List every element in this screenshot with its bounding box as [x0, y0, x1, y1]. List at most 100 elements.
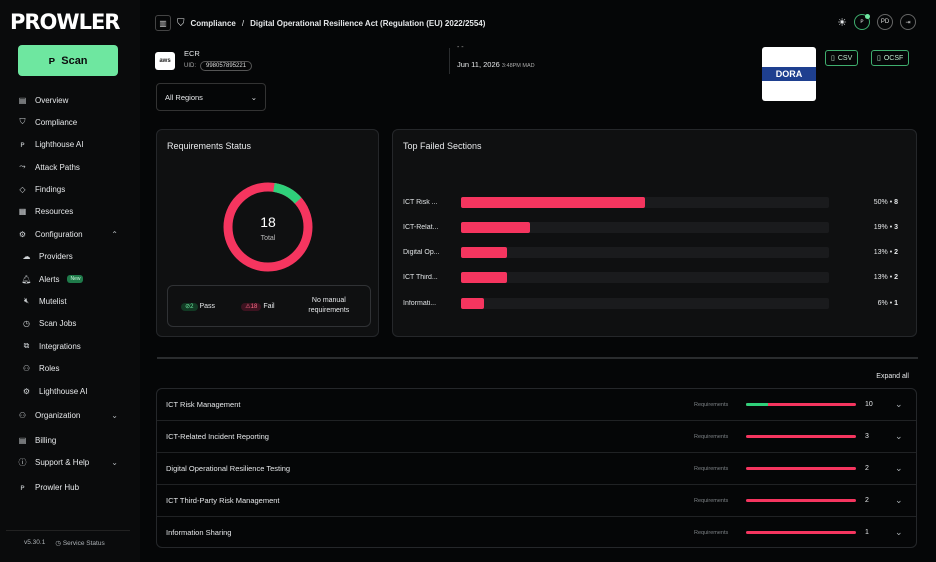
bar-value-label: 13% • 2	[848, 249, 898, 256]
provider-name: ECR	[184, 49, 200, 58]
sidebar-item-providers[interactable]: ☁ Providers	[22, 249, 118, 263]
chevron-down-icon[interactable]: ⌄	[895, 399, 903, 409]
sidebar-item-label: Scan Jobs	[39, 318, 77, 328]
region-select[interactable]: All Regions ⌄	[156, 83, 266, 111]
prowler-logo[interactable]: PROWLER	[10, 10, 120, 34]
separator-dot: •	[887, 273, 895, 281]
sidebar-item-label: Mutelist	[39, 296, 67, 306]
version-label: v5.30.1	[24, 539, 46, 546]
lighthouse-icon: ᴘ	[20, 139, 25, 149]
scan-button[interactable]: ᴘ Scan	[18, 45, 118, 76]
logout-icon[interactable]: ⇥	[900, 14, 916, 30]
sidebar-item-lighthouse-ai[interactable]: ⚙ Lighthouse AI	[22, 384, 118, 398]
ocsf-export-button[interactable]: ▯ OCSF	[871, 50, 910, 66]
uid-label: UID:	[184, 63, 196, 69]
requirements-progress	[746, 403, 856, 406]
sidebar-item-roles[interactable]: ⚇ Roles	[22, 361, 118, 375]
scan-alias: - -	[457, 44, 464, 51]
bar-value-label: 19% • 3	[848, 224, 898, 231]
clock-icon: ◷	[23, 318, 30, 328]
bar-percent: 13%	[873, 248, 888, 256]
sidebar-item-label: Compliance	[35, 117, 78, 127]
section-name: ICT-Related Incident Reporting	[166, 432, 269, 441]
fail-badge: ⚠18	[241, 302, 262, 311]
help-icon: ⓘ	[18, 457, 27, 467]
sidebar-item-integrations[interactable]: ⧉ Integrations	[22, 339, 118, 353]
bar-value-label: 13% • 2	[848, 274, 898, 281]
chevron-down-icon[interactable]: ⌄	[895, 431, 903, 441]
breadcrumb: ▥ ⛉ Compliance / Digital Operational Res…	[155, 14, 485, 32]
service-status-link[interactable]: ◷ Service Status	[55, 539, 104, 547]
scan-button-label: Scan	[61, 54, 88, 67]
requirements-label: Requirements	[694, 497, 729, 504]
separator-dot: •	[887, 198, 895, 206]
sidebar-item-label: Findings	[35, 184, 66, 194]
sidebar-item-label: Providers	[39, 251, 73, 261]
bar	[461, 271, 507, 283]
bar-label: ICT Third...	[403, 273, 438, 281]
section-row[interactable]: ICT Third-Party Risk Management Requireme…	[157, 485, 916, 517]
sidebar-item-prowler-hub[interactable]: ᴘ Prowler Hub	[18, 480, 118, 494]
bar-label: Digital Op...	[403, 248, 440, 256]
bar-count: 2	[894, 273, 898, 281]
file-icon: ▯	[877, 55, 881, 62]
sidebar-item-label: Prowler Hub	[35, 482, 80, 492]
lighthouse-settings-icon: ⚙	[22, 386, 31, 396]
csv-export-button[interactable]: ▯ CSV	[825, 50, 859, 66]
card-title: Top Failed Sections	[403, 141, 482, 151]
bar-row: ICT Risk ... 50% • 8	[403, 196, 898, 208]
chevron-down-icon: ⌄	[250, 92, 257, 102]
sidebar-item-support-help[interactable]: ⓘ Support & Help ⌄	[18, 455, 119, 469]
sidebar-item-scan-jobs[interactable]: ◷ Scan Jobs	[22, 316, 118, 330]
sidebar-item-attack-paths[interactable]: ⤳ Attack Paths	[18, 160, 118, 174]
sidebar-item-alerts[interactable]: 🔔︎ Alerts New	[21, 272, 118, 286]
sidebar-item-label: Attack Paths	[35, 162, 80, 172]
bar-percent: 6%	[877, 299, 888, 307]
roles-icon: ⚇	[22, 363, 31, 373]
section-row[interactable]: Digital Operational Resilience Testing Re…	[157, 453, 916, 485]
separator-dot: •	[887, 248, 895, 256]
overview-icon: ▤	[18, 95, 27, 105]
cloud-icon: ☁	[22, 251, 31, 261]
service-status-label: Service Status	[62, 540, 105, 547]
sidebar-toggle-icon[interactable]: ▥	[155, 15, 171, 31]
sidebar-item-label: Support & Help	[35, 457, 90, 467]
bar-label: ICT-Relat...	[403, 223, 439, 231]
sidebar-item-overview[interactable]: ▤ Overview	[18, 93, 118, 107]
requirements-progress	[746, 531, 856, 534]
requirements-label: Requirements	[694, 465, 729, 472]
sidebar-item-billing[interactable]: ▤ Billing	[18, 433, 118, 447]
separator-dot: •	[887, 223, 895, 231]
sidebar-item-lighthouse-ai[interactable]: ᴘ Lighthouse AI	[18, 137, 118, 151]
sidebar-item-compliance[interactable]: ⛉ Compliance	[18, 115, 118, 129]
sidebar-item-organization[interactable]: ⚇ Organization ⌄	[18, 408, 118, 422]
section-row[interactable]: ICT Risk Management Requirements 10 ⌄	[157, 389, 916, 421]
expand-all-button[interactable]: Expand all	[876, 373, 909, 380]
dora-logo-text: DORA	[762, 67, 816, 81]
divider	[449, 48, 450, 74]
requirements-progress	[746, 499, 856, 502]
section-row[interactable]: ICT-Related Incident Reporting Requiremen…	[157, 421, 916, 453]
region-select-value: All Regions	[165, 92, 203, 102]
sidebar-item-resources[interactable]: ▦ Resources	[18, 204, 118, 218]
organization-icon: ⚇	[18, 410, 27, 420]
breadcrumb-parent[interactable]: Compliance	[190, 18, 236, 28]
mute-icon: 🔇︎	[23, 296, 30, 305]
bar-label: Informati...	[403, 299, 437, 307]
chevron-down-icon[interactable]: ⌄	[895, 527, 903, 537]
chevron-down-icon[interactable]: ⌄	[895, 463, 903, 473]
requirements-progress	[746, 467, 856, 470]
sidebar-item-configuration[interactable]: ⚙ Configuration ⌃	[18, 227, 118, 241]
donut-total-label: Total	[261, 235, 276, 242]
integrations-icon: ⧉	[23, 341, 30, 350]
theme-toggle-icon[interactable]: ☀	[837, 16, 847, 29]
avatar[interactable]: PD	[877, 14, 893, 30]
chevron-down-icon[interactable]: ⌄	[895, 495, 903, 505]
sidebar-item-findings[interactable]: ◇ Findings	[18, 182, 118, 196]
fail-count: 18	[250, 303, 258, 310]
lighthouse-button[interactable]: ᴘ	[854, 14, 870, 30]
bar-percent: 50%	[873, 198, 888, 206]
header-actions: ☀ ᴘ PD ⇥	[837, 14, 916, 30]
section-row[interactable]: Information Sharing Requirements 1 ⌄	[157, 517, 916, 547]
sidebar-item-mutelist[interactable]: 🔇︎ Mutelist	[22, 294, 118, 308]
